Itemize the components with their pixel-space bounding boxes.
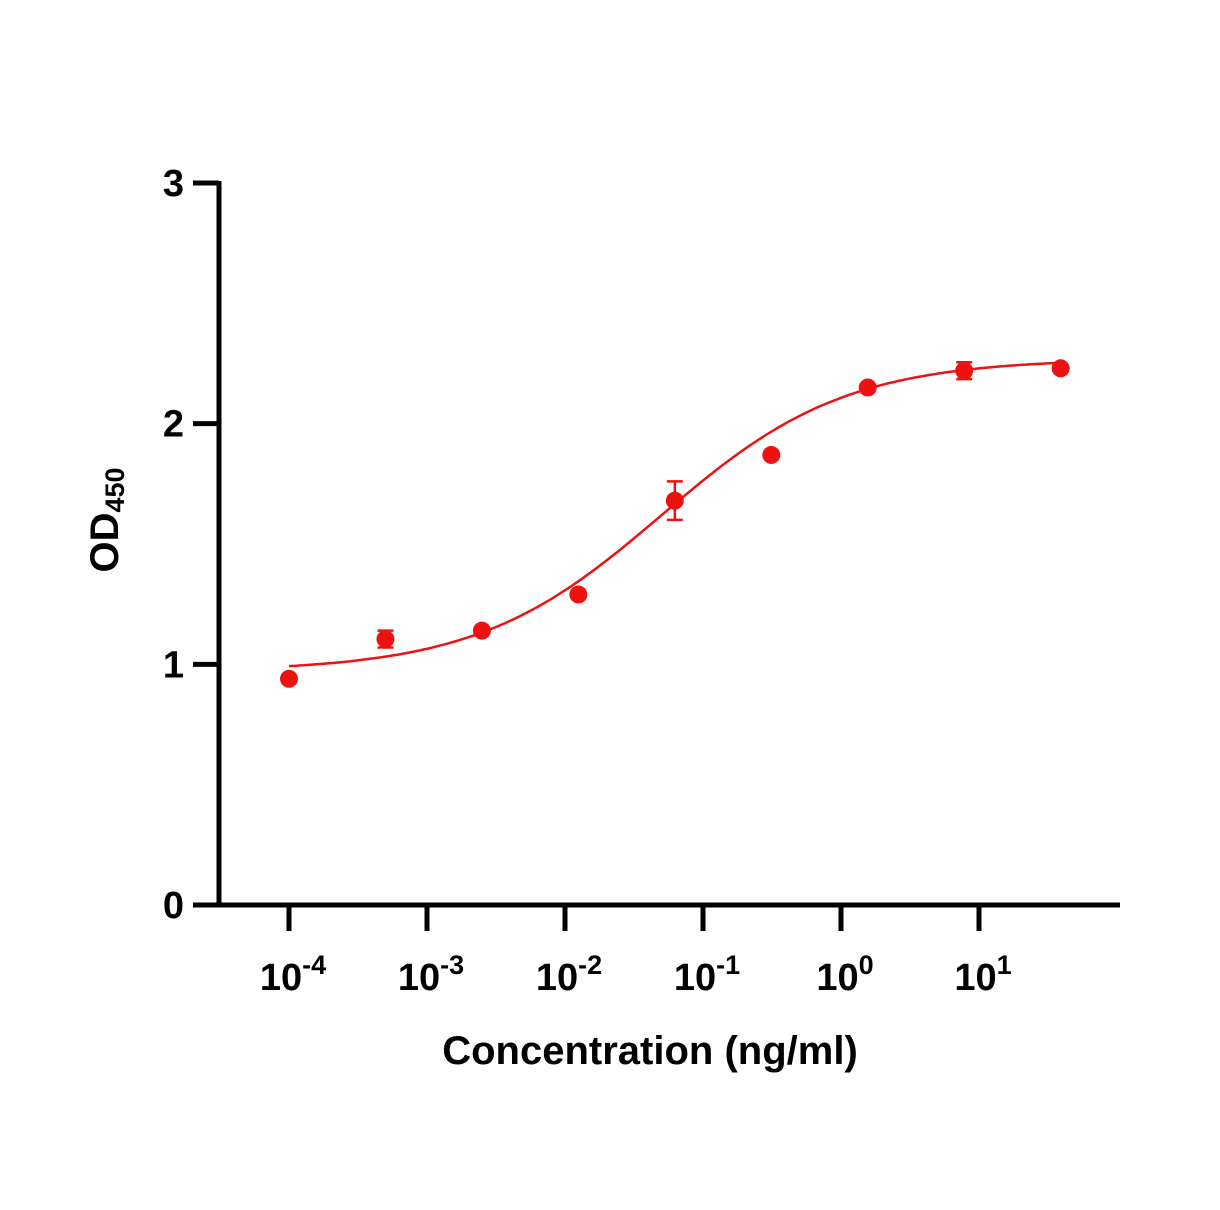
x-tick-exponent: 1 <box>997 950 1012 980</box>
data-point <box>1051 359 1070 378</box>
data-point <box>569 585 588 604</box>
x-tick-exponent: -4 <box>302 950 326 980</box>
y-tick-label: 3 <box>163 163 184 205</box>
x-tick-label: 10-1 <box>674 950 740 999</box>
x-tick-label: 101 <box>954 950 1011 999</box>
x-tick-base: 10 <box>260 957 302 999</box>
x-tick-exponent: -2 <box>578 950 602 980</box>
x-axis-title: Concentration (ng/ml) <box>442 1029 858 1073</box>
x-tick-label: 10-4 <box>260 950 326 999</box>
y-axis-title: OD450 <box>83 467 130 572</box>
y-axis-title-main: OD <box>83 513 127 573</box>
y-axis-title-subscript: 450 <box>100 467 130 512</box>
data-point <box>665 491 684 510</box>
x-tick-label: 10-2 <box>536 950 602 999</box>
x-tick-base: 10 <box>954 957 996 999</box>
y-tick-label: 2 <box>163 404 184 446</box>
x-tick-base: 10 <box>536 957 578 999</box>
x-tick-base: 10 <box>398 957 440 999</box>
data-point <box>762 445 781 464</box>
data-points <box>280 359 1070 688</box>
data-point <box>472 621 491 640</box>
x-tick-base: 10 <box>816 957 858 999</box>
data-point <box>955 361 974 380</box>
x-tick-base: 10 <box>674 957 716 999</box>
data-point <box>280 669 298 688</box>
x-tick-exponent: -1 <box>716 950 740 980</box>
x-tick-label: 100 <box>816 950 873 999</box>
x-tick-label: 10-3 <box>398 950 464 999</box>
data-point <box>858 378 877 397</box>
y-tick-label: 0 <box>163 885 184 927</box>
y-tick-label: 1 <box>163 644 184 686</box>
data-point <box>376 630 395 649</box>
x-tick-exponent: -3 <box>440 950 464 980</box>
x-tick-exponent: 0 <box>859 950 874 980</box>
